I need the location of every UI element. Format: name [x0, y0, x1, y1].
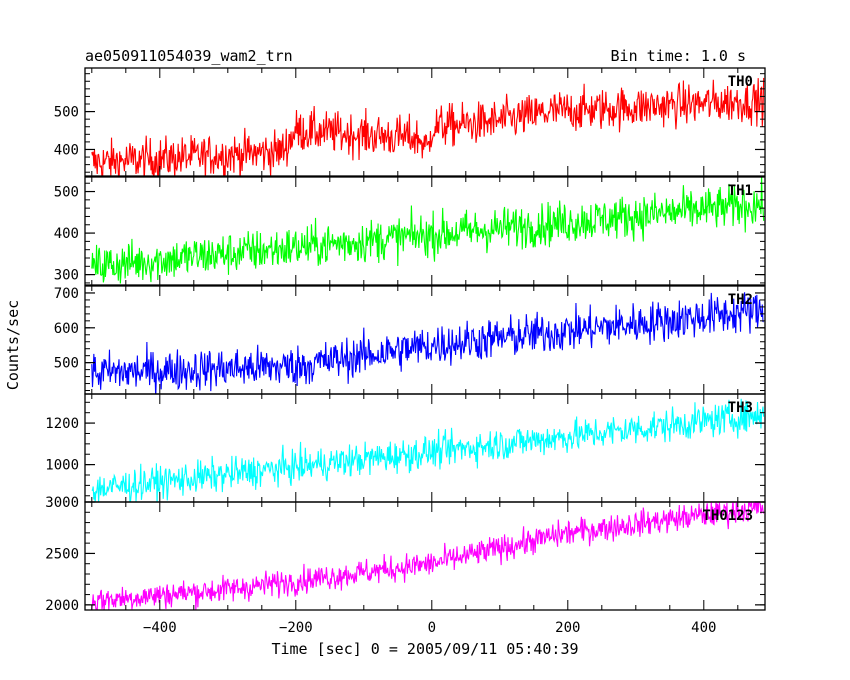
panel-label-th0123: TH0123	[702, 508, 753, 524]
series-line-th2	[91, 292, 764, 394]
x-tick-label: 400	[691, 620, 716, 636]
y-tick-label: 3000	[45, 495, 79, 511]
y-tick-label: 500	[54, 105, 79, 121]
panels-layer: 400 500 TH0 300 400 500 TH1 500 600 700 TH2 1000 120…	[45, 67, 766, 614]
plot-title: ae050911054039_wam2_trn	[85, 47, 293, 65]
y-tick-label: 1200	[45, 416, 79, 432]
x-tick-label: 200	[555, 620, 580, 636]
series-line-th0	[91, 77, 765, 176]
panel-frame	[84, 67, 766, 177]
y-tick-label: 300	[54, 268, 79, 284]
series-line-th0123	[91, 502, 765, 610]
y-tick-label: 500	[54, 185, 79, 201]
panel-frame	[84, 501, 766, 611]
y-tick-label: 600	[54, 321, 79, 337]
series-line-th1	[91, 177, 765, 284]
y-tick-label: 1000	[45, 458, 79, 474]
y-tick-label: 700	[54, 286, 79, 302]
y-tick-label: 500	[54, 356, 79, 372]
x-axis: −400 −200 0 200 400	[143, 620, 717, 636]
panel-th2: 500 600 700 TH2	[54, 285, 766, 395]
y-tick-label: 400	[54, 226, 79, 242]
y-tick-label: 2500	[45, 546, 79, 562]
panel-th1: 300 400 500 TH1	[54, 176, 766, 286]
x-tick-label: −200	[279, 620, 313, 636]
panel-frame	[84, 176, 766, 286]
panel-label-th1: TH1	[728, 183, 753, 199]
bin-time-label: Bin time: 1.0 s	[611, 47, 746, 65]
panel-th0123: 2000 2500 3000 TH0123	[45, 495, 766, 614]
panel-th3: 1000 1200 TH3	[45, 393, 766, 503]
panel-th0: 400 500 TH0	[54, 67, 766, 177]
y-tick-label: 2000	[45, 598, 79, 614]
x-tick-label: 0	[428, 620, 436, 636]
x-tick-label: −400	[143, 620, 177, 636]
series-line-th3	[91, 398, 765, 502]
x-axis-title: Time [sec] 0 = 2005/09/11 05:40:39	[271, 640, 578, 658]
y-tick-label: 400	[54, 142, 79, 158]
panel-label-th2: TH2	[728, 292, 753, 308]
panel-label-th0: TH0	[728, 74, 753, 90]
panel-label-th3: TH3	[728, 400, 753, 416]
y-axis-title: Counts/sec	[4, 300, 22, 390]
